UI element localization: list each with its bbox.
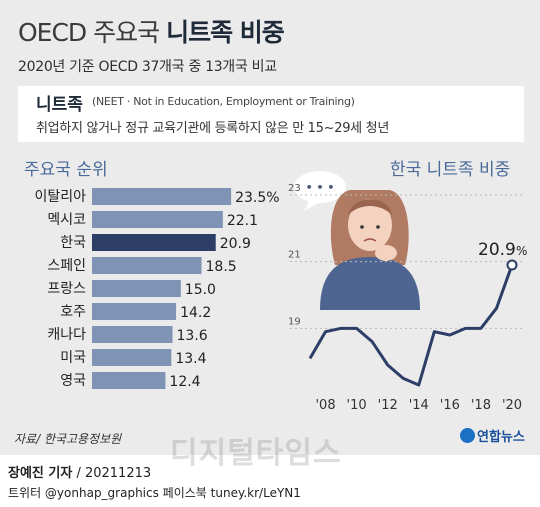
bar <box>92 280 181 297</box>
worried-person-icon: • • • <box>294 171 420 310</box>
bar-category-label: 미국 <box>60 350 86 366</box>
bar <box>92 234 216 251</box>
end-point-marker <box>506 259 518 271</box>
bar-category-label: 호주 <box>60 304 86 320</box>
bar <box>92 257 202 274</box>
page-title: OECD 주요국 니트족 비중 <box>18 13 285 49</box>
speech-bubble-icon: • • • <box>294 171 346 211</box>
subtitle: 2020년 기준 OECD 37개국 중 13개국 비교 <box>18 59 277 75</box>
bar-category-label: 스페인 <box>47 258 86 274</box>
bar <box>92 326 173 343</box>
bar-value-label: 20.9 <box>220 236 251 252</box>
line-chart-title: 한국 니트족 비중 <box>390 160 511 180</box>
social-links: 트위터 @yonhap_graphics 페이스북 tuney.kr/LeYN1 <box>8 486 301 500</box>
bar-chart: 이탈리아 23.5% 멕시코 22.1 한국 20.9 스페인 18.5 프랑스 15.0 호주 14… <box>34 188 280 390</box>
bar-value-label: 12.4 <box>169 374 200 390</box>
bar-value-label: 23.5% <box>235 190 279 206</box>
x-tick-label: '10 <box>347 398 367 413</box>
reporter-name: 장예진 기자 <box>8 466 73 481</box>
bar-chart-title: 주요국 순위 <box>24 160 108 180</box>
y-tick-label: 21 <box>288 250 301 261</box>
bar-category-label: 이탈리아 <box>34 189 86 205</box>
bar-category-label: 멕시코 <box>47 212 86 228</box>
bar-category-label: 영국 <box>60 373 86 389</box>
reporter-date: / 20211213 <box>72 466 152 481</box>
watermark: 디지털타임스 <box>170 436 342 471</box>
source-note: 자료/ 한국고용정보원 <box>14 432 122 446</box>
x-tick-label: '08 <box>315 398 335 413</box>
bar-value-label: 15.0 <box>185 282 216 298</box>
x-tick-label: '12 <box>378 398 398 413</box>
infographic-panel <box>0 0 540 455</box>
bar <box>92 349 172 366</box>
yonhap-logo: 연합뉴스 <box>460 426 525 445</box>
bar <box>92 303 177 320</box>
bar-category-label: 프랑스 <box>47 281 86 297</box>
bar <box>92 188 232 205</box>
title-light: OECD 주요국 <box>18 18 160 47</box>
speech-bubble-dots: • • • <box>306 181 335 194</box>
bar-value-label: 13.6 <box>177 328 208 344</box>
definition-box <box>18 86 524 142</box>
definition-abbreviation: (NEET · Not in Education, Employment or … <box>92 95 355 108</box>
y-tick-label: 19 <box>288 316 301 327</box>
definition-description: 취업하지 않거나 정규 교육기관에 등록하지 않은 만 15~29세 청년 <box>36 121 389 136</box>
end-value-unit: % <box>516 244 527 258</box>
x-tick-label: '14 <box>409 398 429 413</box>
definition-term: 니트족 <box>36 95 83 115</box>
bar-category-label: 한국 <box>60 235 86 251</box>
logo-text: 연합뉴스 <box>477 430 525 445</box>
yonhap-logo-icon <box>460 428 475 443</box>
x-tick-label: '16 <box>440 398 460 413</box>
title-bold: 니트족 비중 <box>166 18 285 47</box>
end-value-label: 20.9 <box>478 240 516 260</box>
reporter-credit: 장예진 기자 / 20211213 <box>8 462 151 481</box>
bar-value-label: 14.2 <box>180 305 211 321</box>
bar-value-label: 22.1 <box>227 213 258 229</box>
bar-value-label: 18.5 <box>206 259 237 275</box>
bar-category-label: 캐나다 <box>47 327 86 343</box>
x-tick-label: '20 <box>502 398 522 413</box>
bar-value-label: 13.4 <box>175 351 206 367</box>
bar <box>92 372 166 389</box>
series-line <box>308 264 514 387</box>
x-tick-label: '18 <box>471 398 491 413</box>
person-figure <box>320 190 420 310</box>
line-chart: 19 21 23 20.9 % '08 '10 '12 '14 '16 '18 '20 <box>288 183 527 413</box>
bar <box>92 211 223 228</box>
y-tick-label: 23 <box>288 183 301 194</box>
